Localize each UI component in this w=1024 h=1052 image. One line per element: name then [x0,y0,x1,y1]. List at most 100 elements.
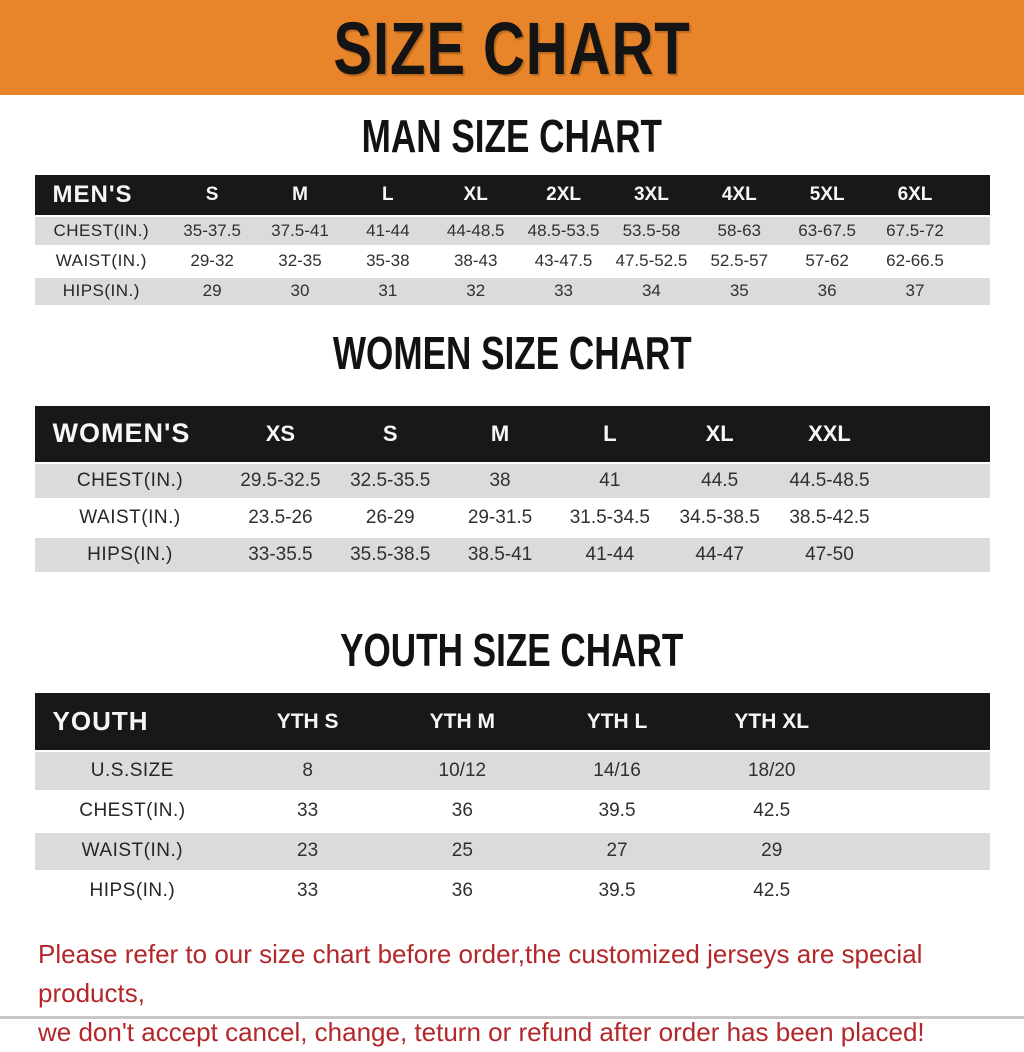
size-value-cell: 29.5-32.5 [240,469,321,491]
size-value-cell: 52.5-57 [710,251,769,270]
footer-notice: Please refer to our size chart before or… [0,929,1024,1052]
size-value-cell: 29 [202,281,222,300]
women-measurement-row: HIPS(IN.) 33-35.5 35.5-38.5 38.5-41 41-44 44-… [34,536,990,574]
measurement-row-label: HIPS(IN.) [62,281,140,300]
measurement-row-label: HIPS(IN.) [89,880,176,901]
size-value-cell: 32.5-35.5 [350,469,431,491]
women-table-corner-label: WOMEN'S [34,405,226,464]
men-size-column-header: L [343,175,432,217]
youth-measurement-row: CHEST(IN.) 33 36 39.5 42.5 [34,791,990,831]
women-section-heading: WOMEN SIZE CHART [332,328,692,380]
men-size-column-header: 6XL [871,175,959,217]
bottom-divider [0,1016,1024,1019]
measurement-row-label: CHEST(IN.) [53,220,150,240]
filler-cell [959,246,990,276]
size-value-cell: 42.5 [753,880,791,901]
youth-size-table: YOUTH YTH S YTH M YTH L YTH XL U.S.SIZE 8 10/12… [34,693,990,913]
men-header-row: MEN'S S M L XL 2XL 3XL 4XL 5XL 6XL [34,175,990,217]
size-value-cell: 29-31.5 [467,507,533,528]
page-title: SIZE CHART [333,6,691,89]
men-size-table: MEN'S S M L XL 2XL 3XL 4XL 5XL 6XL CHEST(IN.) 35-37… [34,175,990,308]
men-measurement-row: HIPS(IN.) 29 30 31 32 33 34 35 36 37 [34,276,990,306]
measurement-row-label: CHEST(IN.) [76,469,184,491]
size-value-cell: 53.5-58 [622,220,681,240]
size-value-cell: 36 [451,880,473,901]
size-value-cell: 63-67.5 [798,220,856,240]
women-size-table-host: WOMEN'S XS S M L XL XXL CHEST(IN.) 29.5-32.5 32.5… [0,405,1024,576]
size-value-cell: 33 [297,880,319,901]
size-value-cell: 31.5-34.5 [569,507,650,528]
youth-size-column-header: YTH S [230,693,385,752]
filler-cell [849,871,989,911]
men-size-column-header: 3XL [607,175,696,217]
size-value-cell: 33 [297,800,319,821]
size-value-cell: 27 [606,840,628,861]
women-header-row: WOMEN'S XS S M L XL XXL [34,405,990,464]
measurement-row-label: HIPS(IN.) [87,544,173,565]
filler-cell [849,693,990,752]
size-value-cell: 67.5-72 [886,220,944,240]
size-value-cell: 37.5-41 [271,220,329,240]
women-size-column-header: S [335,405,446,464]
youth-size-column-header: YTH M [384,693,540,752]
size-value-cell: 26-29 [365,507,415,528]
section-women: WOMEN SIZE CHART WOMEN'S XS S M L XL XXL CHEST(… [0,328,1024,576]
size-value-cell: 47.5-52.5 [615,251,688,270]
size-chart-sections: MAN SIZE CHART MEN'S S M L XL 2XL 3XL 4XL 5XL 6XL… [0,112,1024,913]
section-men: MAN SIZE CHART MEN'S S M L XL 2XL 3XL 4XL 5XL 6XL… [0,112,1024,308]
size-value-cell: 41-44 [366,220,410,240]
filler-cell [849,831,989,871]
size-value-cell: 25 [451,840,473,861]
size-value-cell: 10/12 [438,759,487,781]
size-value-cell: 36 [817,281,837,300]
size-value-cell: 18/20 [747,759,796,781]
size-value-cell: 47-50 [805,544,854,565]
men-size-column-header: 5XL [783,175,872,217]
men-measurement-row: CHEST(IN.) 35-37.5 37.5-41 41-44 44-48.5 48.5… [34,216,990,246]
size-value-cell: 8 [302,759,313,781]
men-size-column-header: XL [431,175,520,217]
women-size-column-header: M [445,405,555,464]
men-size-column-header: 2XL [519,175,608,217]
men-section-heading: MAN SIZE CHART [361,112,663,163]
size-value-cell: 33 [554,281,574,300]
youth-section-heading: YOUTH SIZE CHART [340,626,684,677]
size-value-cell: 48.5-53.5 [527,220,600,240]
banner: SIZE CHART [0,0,1024,95]
notice-line-1: Please refer to our size chart before or… [38,938,923,1008]
men-size-column-header: M [256,175,344,217]
size-value-cell: 38 [489,469,511,491]
filler-cell [884,537,989,574]
size-value-cell: 38-43 [453,251,498,270]
size-value-cell: 41 [599,469,621,491]
youth-size-column-header: YTH L [539,693,695,752]
size-value-cell: 39.5 [598,880,636,901]
size-value-cell: 37 [905,281,925,300]
youth-measurement-row: U.S.SIZE 8 10/12 14/16 18/20 [34,751,990,791]
women-size-table: WOMEN'S XS S M L XL XXL CHEST(IN.) 29.5-32.5 32.5… [34,405,990,576]
size-value-cell: 29 [761,840,783,861]
measurement-row-label: WAIST(IN.) [81,840,184,861]
size-value-cell: 44-48.5 [446,220,505,240]
filler-cell [884,463,989,500]
youth-size-column-header: YTH XL [694,693,850,752]
size-value-cell: 33-35.5 [248,544,313,565]
size-value-cell: 35-38 [366,251,410,270]
measurement-row-label: CHEST(IN.) [79,800,186,821]
measurement-row-label: WAIST(IN.) [55,251,147,270]
filler-cell [958,175,990,217]
filler-cell [849,751,989,791]
size-value-cell: 32 [466,281,486,300]
size-value-cell: 35 [729,281,749,300]
size-value-cell: 36 [451,800,473,821]
filler-cell [849,791,989,831]
men-size-column-header: S [168,175,257,217]
youth-size-table-host: YOUTH YTH S YTH M YTH L YTH XL U.S.SIZE 8 10/12… [0,693,1024,913]
size-value-cell: 23.5-26 [248,507,313,528]
size-value-cell: 38.5-41 [467,544,533,565]
youth-header-row: YOUTH YTH S YTH M YTH L YTH XL [34,693,990,752]
size-value-cell: 23 [297,840,319,861]
size-value-cell: 62-66.5 [886,251,944,270]
measurement-row-label: WAIST(IN.) [79,507,181,528]
men-size-column-header: 4XL [695,175,784,217]
